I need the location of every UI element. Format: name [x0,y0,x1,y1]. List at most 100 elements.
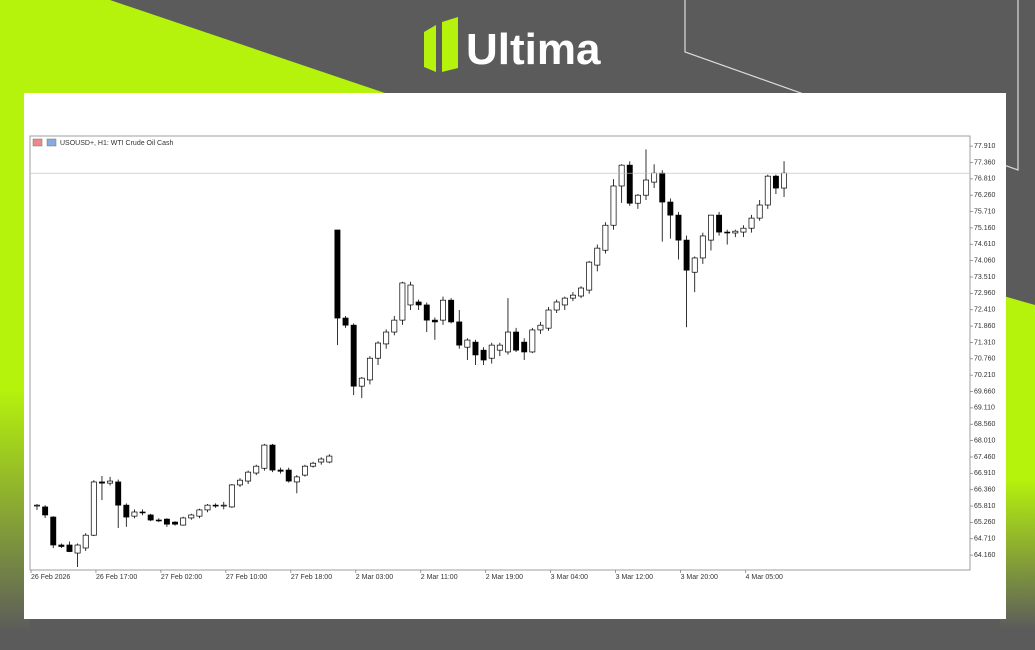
candle-body [115,481,122,506]
candle-body [716,214,723,233]
candle-body [480,349,487,361]
candle-body [594,247,601,266]
candle-body [781,172,787,189]
candle-body [464,339,471,348]
candle-body [375,342,381,359]
candle-body [212,504,219,507]
candle-body [269,444,276,471]
y-tick-label: 64.160 [974,552,996,559]
candle-body [237,479,243,486]
y-tick-label: 75.160 [974,225,996,232]
x-tick-label: 3 Mar 12:00 [616,574,653,581]
candle-body [732,230,739,234]
x-tick-label: 4 Mar 05:00 [746,574,783,581]
candle-body [561,297,568,306]
candle-body [699,235,706,259]
candle-body [407,284,414,306]
y-tick-label: 64.710 [974,536,996,543]
candle-body [107,480,114,484]
candle-body [245,471,252,482]
accent [0,0,385,93]
y-tick-label: 65.260 [974,519,996,526]
candle-body [675,214,682,241]
y-tick-label: 74.610 [974,241,996,248]
candle-body [691,257,698,273]
candle-body [602,224,609,251]
candle-body [90,481,97,536]
logo-icon [424,25,436,72]
candle-body [626,164,633,204]
candle-body [188,514,195,519]
y-tick-label: 72.960 [974,290,996,297]
candle-body [131,511,138,517]
logo-icon [442,17,458,72]
candle-body [740,227,747,233]
candle-body [415,301,422,306]
y-tick-label: 72.410 [974,307,996,314]
candle-body [748,217,755,229]
y-tick-label: 76.260 [974,192,996,199]
candle-body [488,344,495,359]
candle-body [764,175,771,206]
brand: Ultima [466,25,601,74]
y-tick-label: 69.660 [974,388,996,395]
y-tick-label: 70.210 [974,372,996,379]
y-tick-label: 76.810 [974,176,996,183]
candle-body [204,504,211,511]
y-tick-label: 66.910 [974,470,996,477]
x-tick-label: 2 Mar 11:00 [421,574,458,581]
candle-body [513,331,520,351]
candle-body [472,341,479,356]
x-tick-label: 26 Feb 17:00 [96,574,137,581]
candle-body [659,172,666,203]
x-tick-label: 3 Mar 20:00 [681,574,718,581]
candle-body [756,204,763,219]
candle-body [643,179,649,196]
candle-body [326,455,333,463]
y-tick-label: 75.710 [974,208,996,215]
candle-body [310,462,317,467]
candle-body [618,164,625,187]
y-tick-label: 67.460 [974,454,996,461]
candle-body [521,341,528,353]
candle-body [318,458,325,463]
candle-body [358,377,365,387]
candle-body [342,317,349,326]
candle-body [42,506,49,516]
x-tick-label: 27 Feb 10:00 [226,574,267,581]
candle-body [180,517,187,526]
candle-body [302,465,308,476]
candle-body [277,469,284,472]
candle-body [553,301,560,311]
candle-body [196,509,203,517]
candle-body [537,324,544,331]
candle-body [708,214,714,241]
candle-body [293,476,300,483]
y-tick-label: 66.360 [974,487,996,494]
y-tick-label: 77.360 [974,159,996,166]
y-tick-label: 73.510 [974,274,996,281]
candle-body [431,319,438,323]
candle-body [99,481,105,484]
accent [1000,295,1035,630]
x-tick-label: 3 Mar 04:00 [551,574,588,581]
candle-body [651,172,658,183]
candle-body [74,544,81,554]
candle-body [578,287,584,297]
y-tick-label: 69.110 [974,405,995,412]
candle-body [366,357,373,381]
candle-body [448,299,455,323]
x-tick-label: 26 Feb 2026 [31,574,70,581]
candle-body [610,185,617,226]
y-tick-label: 70.760 [974,356,996,363]
candle-body [586,261,593,291]
candle-body [139,511,146,514]
candle-body [724,231,731,234]
candle-body [772,175,779,189]
y-tick-label: 68.010 [974,437,996,444]
candle-body [383,331,390,345]
candle-body [66,544,73,552]
candle-body [34,504,40,507]
candle-body [334,229,341,319]
